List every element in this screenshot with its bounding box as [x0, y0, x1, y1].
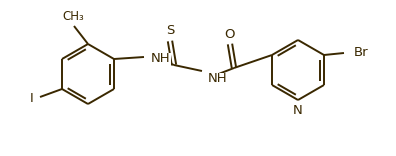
- Text: O: O: [225, 27, 235, 41]
- Text: Br: Br: [354, 46, 369, 59]
- Text: I: I: [30, 93, 34, 105]
- Text: S: S: [166, 24, 174, 37]
- Text: NH: NH: [151, 53, 171, 66]
- Text: NH: NH: [208, 73, 228, 85]
- Text: N: N: [293, 103, 303, 117]
- Text: CH₃: CH₃: [62, 10, 84, 22]
